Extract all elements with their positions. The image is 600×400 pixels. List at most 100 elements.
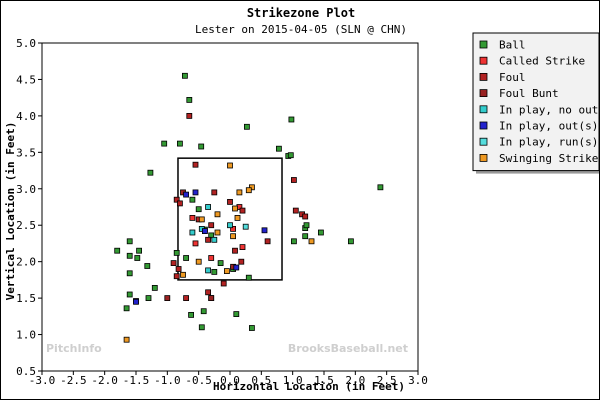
legend-entry: In play, out(s) [499,120,598,133]
legend-entry: Foul Bunt [499,87,559,100]
pitch-point [173,196,180,203]
pitch-point [211,189,218,196]
pitch-point [230,225,237,232]
pitch-point [208,295,215,302]
pitch-point [145,295,152,302]
x-tick-label: -1.0 [154,374,181,387]
x-tick-label: -2.0 [91,374,118,387]
pitch-point [205,236,212,243]
legend-swatch [479,73,488,81]
pitch-point [234,214,241,221]
pitch-point [227,162,233,169]
pitch-point [183,191,190,198]
pitch-point [189,214,196,221]
legend-entry: Swinging Strike [499,152,598,165]
pitch-point [290,238,297,245]
pitch-point [181,72,188,79]
pitch-point [233,311,240,318]
pitch-point [195,206,202,213]
y-tick-label: 2.0 [16,256,36,269]
pitch-point [303,222,310,229]
legend-box [472,32,599,172]
y-tick-label: 3.5 [16,146,36,159]
pitch-point [123,336,130,343]
pitch-point [173,249,180,256]
pitch-point [134,255,141,261]
plot-area [41,42,419,372]
y-tick-label: 5.0 [16,37,36,50]
legend-entry: Called Strike [499,55,585,68]
pitch-point [186,97,193,103]
pitch-point [227,222,233,229]
pitch-point [126,270,133,277]
pitch-point [186,113,193,119]
pitch-point [248,325,255,331]
legend-swatch [479,137,488,146]
pitch-point [377,184,384,191]
pitch-point [198,216,205,223]
y-tick-label: 4.5 [16,73,36,86]
pitch-point [176,200,183,207]
pitch-point [288,116,295,123]
y-tick-label: 3.0 [16,183,36,196]
pitch-point [227,198,233,205]
legend-entry: In play, run(s) [499,136,598,149]
pitch-point [232,205,238,212]
legend-entry: Ball [499,39,526,52]
pitch-point [217,260,224,267]
pitch-point [198,143,205,150]
pitch-point [214,229,221,236]
pitch-point [161,140,168,147]
pitch-point [290,177,297,183]
pitch-point [211,268,218,275]
x-axis-label: Horizontal Location (in Feet) [213,380,405,393]
pitchinfo-watermark: PitchInfo [46,342,102,355]
x-tick-label: 2.0 [345,374,365,387]
pitch-point [230,233,237,240]
legend-swatch [479,56,488,65]
pitch-point [317,229,324,236]
legend-swatch [479,40,488,49]
y-axis-label: Vertical Location (in Feet) [4,122,17,301]
pitch-point [205,267,212,274]
pitch-point [239,244,246,251]
pitch-point [208,222,215,229]
y-tick-label: 0.5 [16,365,36,378]
pitch-point [180,271,186,278]
pitch-point [189,196,196,203]
chart-subtitle: Lester on 2015-04-05 (SLN @ CHN) [195,23,407,36]
pitch-point [245,274,252,281]
pitch-point [144,263,151,269]
chart-title: Strikezone Plot [247,6,355,20]
pitch-point [214,211,221,218]
pitch-point [308,238,315,245]
pitch-point [114,247,121,254]
pitch-point [173,273,180,280]
pitch-point [245,187,252,194]
pitch-point [126,291,133,298]
pitch-points [114,72,384,343]
strike-zone-layer [177,157,283,281]
pitch-point [208,232,215,239]
x-tick-label: 3.0 [408,374,428,387]
y-tick-label: 2.5 [16,219,36,232]
x-tick-label: 1.5 [314,374,334,387]
y-tick-label: 4.0 [16,110,36,123]
pitch-point [233,264,240,271]
pitch-point [170,260,177,267]
pitch-point [192,161,199,168]
pitch-point [302,213,309,220]
pitch-point [189,229,196,236]
pitch-point [188,311,195,318]
pitch-point [200,308,207,315]
pitch-point [261,227,268,234]
pitch-point [238,258,245,265]
x-tick-label: 1.0 [283,374,303,387]
pitch-point [264,238,271,245]
pitch-point [136,247,143,254]
pitch-point [347,238,354,245]
pitch-point [183,295,190,302]
pitch-point [236,189,243,196]
x-tick-label: 2.5 [377,374,397,387]
pitch-point [275,145,282,152]
